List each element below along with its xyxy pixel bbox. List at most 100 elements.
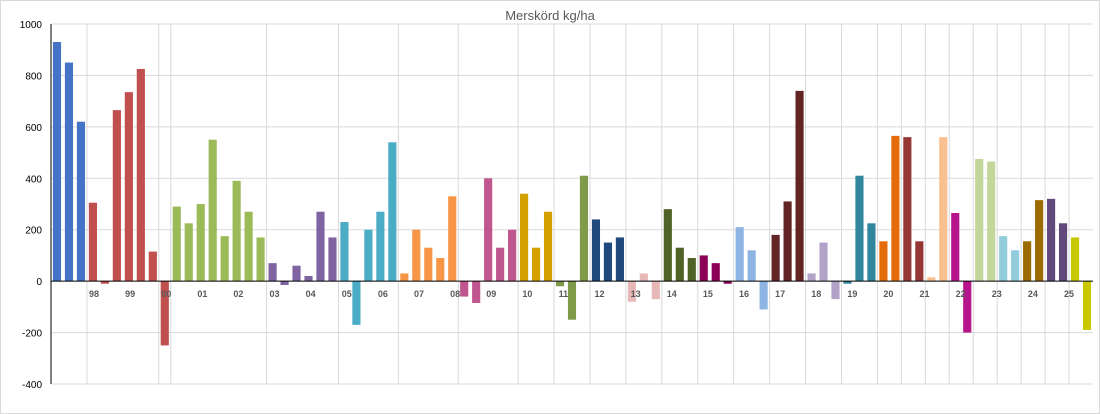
bar — [316, 211, 325, 282]
axes — [50, 24, 1093, 384]
x-tick-label: 21 — [920, 289, 930, 299]
bar — [1011, 250, 1020, 282]
x-tick-label: 25 — [1064, 289, 1074, 299]
bar — [184, 223, 193, 282]
bar — [520, 193, 529, 282]
bar — [915, 241, 924, 282]
bar — [975, 159, 984, 282]
bar — [879, 241, 888, 282]
bar — [771, 234, 780, 282]
bar — [639, 273, 648, 282]
bar — [687, 258, 696, 282]
bar — [1035, 200, 1044, 282]
gridlines — [51, 23, 1093, 385]
x-tick-label: 16 — [739, 289, 749, 299]
bar — [807, 273, 816, 282]
bar — [627, 281, 636, 302]
y-tick-label: 600 — [25, 123, 42, 134]
bar — [328, 237, 337, 282]
bar — [64, 62, 74, 282]
bar — [124, 92, 133, 282]
x-tick-label: 18 — [811, 289, 821, 299]
bar — [496, 247, 505, 282]
bar — [603, 242, 613, 282]
x-tick-label: 04 — [306, 289, 316, 299]
bar — [531, 247, 541, 282]
bar — [436, 258, 445, 282]
x-tick-label: 98 — [89, 289, 99, 299]
bar — [112, 110, 121, 282]
bar — [172, 206, 181, 282]
bar — [52, 42, 62, 282]
bar — [280, 281, 289, 285]
x-tick-label: 14 — [667, 289, 677, 299]
x-tick-label: 12 — [595, 289, 605, 299]
bars — [52, 42, 1092, 346]
bar — [484, 178, 493, 282]
bar — [999, 236, 1008, 282]
bar — [472, 281, 481, 303]
bar — [196, 204, 205, 282]
y-tick-label: 0 — [36, 277, 42, 288]
bar — [651, 281, 660, 300]
x-tick-label: 20 — [883, 289, 893, 299]
chart-title: Merskörd kg/ha — [505, 8, 595, 23]
bar — [340, 222, 349, 282]
x-tick-label: 07 — [414, 289, 424, 299]
bar — [555, 281, 565, 287]
bar — [220, 236, 229, 282]
bar — [747, 250, 756, 282]
bar — [1070, 237, 1080, 282]
bar — [460, 281, 469, 297]
bar — [843, 281, 852, 284]
bar — [292, 265, 301, 282]
x-tick-label: 01 — [197, 289, 207, 299]
bar — [88, 202, 97, 282]
x-tick-label: 02 — [233, 289, 243, 299]
x-tick-label: 19 — [847, 289, 857, 299]
bar — [376, 211, 385, 282]
bar — [867, 223, 876, 282]
x-tick-label: 24 — [1028, 289, 1038, 299]
y-tick-label: -200 — [22, 329, 42, 340]
y-axis-ticks: -400 -200 0 200 400 600 800 1000 — [20, 20, 43, 391]
bar — [987, 161, 996, 282]
bar — [927, 277, 936, 282]
bar — [1023, 241, 1032, 282]
y-tick-label: -400 — [22, 380, 42, 391]
bar — [891, 135, 900, 282]
bar — [699, 255, 708, 282]
year-separators — [86, 24, 1070, 384]
bar — [663, 209, 672, 282]
x-tick-label: 23 — [992, 289, 1002, 299]
x-tick-label: 22 — [956, 289, 966, 299]
bar — [831, 281, 840, 300]
bar — [388, 142, 397, 282]
bar — [1047, 198, 1056, 282]
x-tick-label: 05 — [342, 289, 352, 299]
bar — [448, 196, 457, 282]
bar — [819, 242, 828, 282]
x-tick-label: 08 — [450, 289, 460, 299]
bar — [76, 121, 86, 282]
bar — [352, 281, 361, 325]
x-tick-label: 99 — [125, 289, 135, 299]
x-tick-label: 11 — [559, 289, 569, 299]
bar — [268, 263, 277, 282]
x-tick-label: 10 — [522, 289, 532, 299]
bar — [100, 281, 109, 284]
bar — [735, 227, 744, 282]
bar — [160, 281, 169, 346]
bar — [579, 175, 589, 282]
y-tick-label: 800 — [25, 71, 42, 82]
bar — [855, 175, 864, 282]
bar — [412, 229, 421, 282]
x-tick-label: 00 — [161, 289, 171, 299]
x-tick-label: 17 — [775, 289, 785, 299]
bar — [711, 263, 720, 282]
bar — [1058, 223, 1068, 282]
bar — [208, 139, 217, 282]
bar — [951, 213, 960, 282]
y-tick-label: 400 — [25, 174, 42, 185]
